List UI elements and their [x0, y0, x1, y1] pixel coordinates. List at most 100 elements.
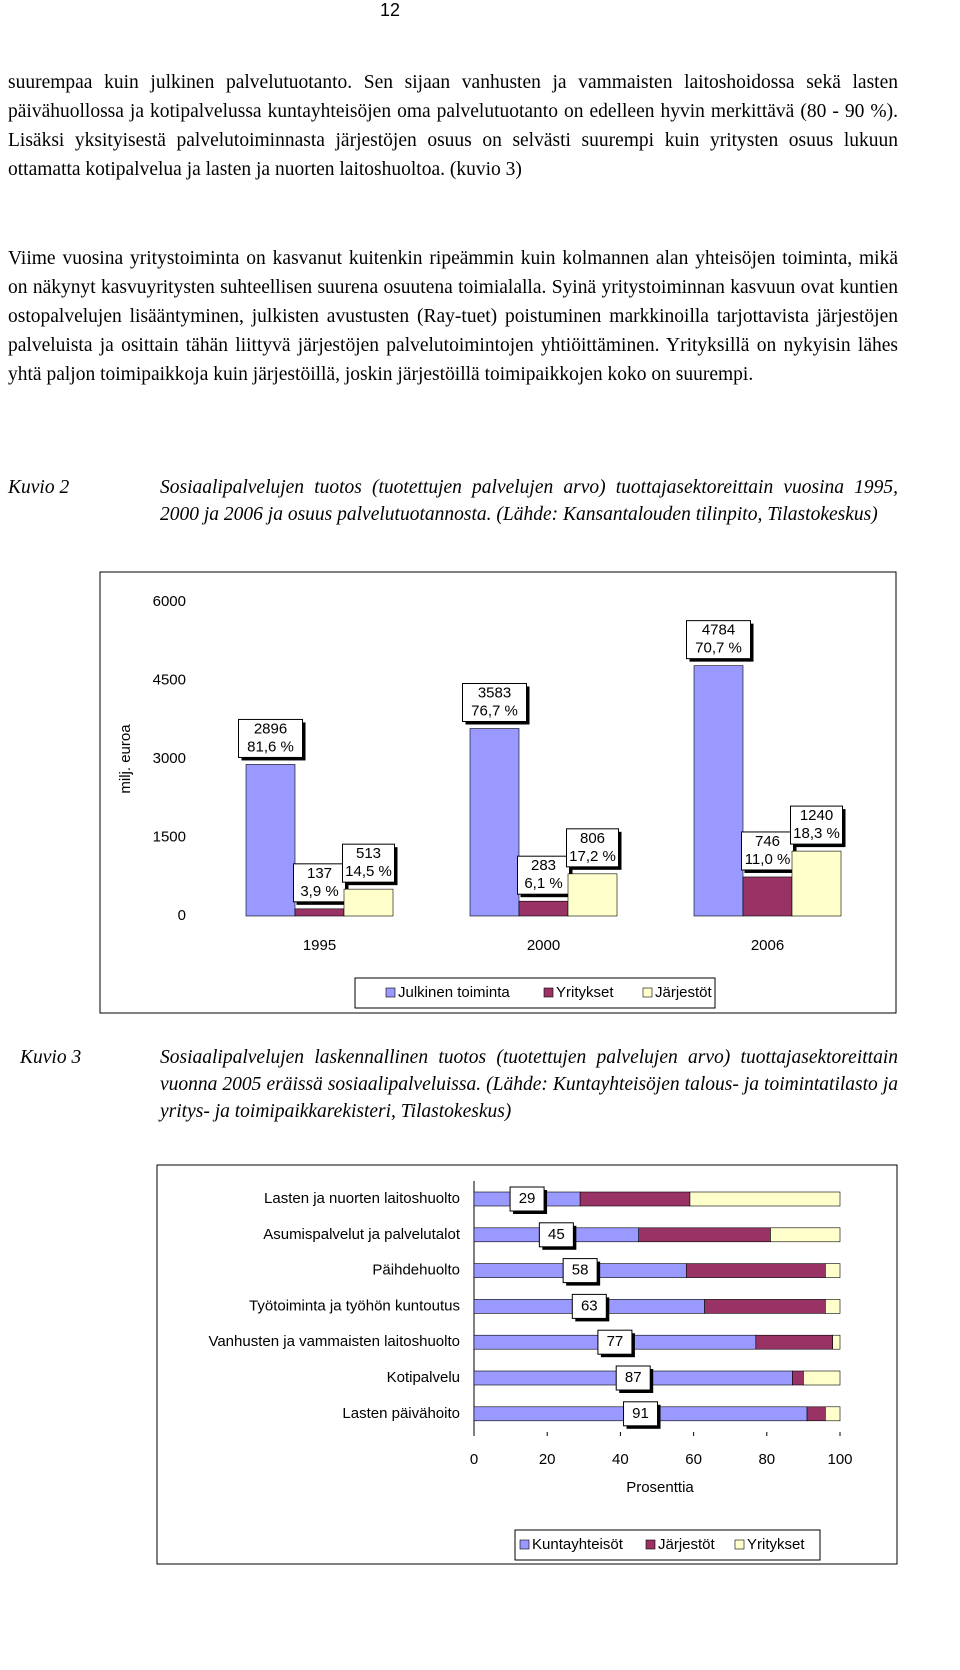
- share-label: 70,7 %: [695, 640, 742, 657]
- chart-frame: [156, 1164, 898, 1565]
- data-label: 2896: [254, 720, 287, 737]
- y-tick-label: 4500: [153, 671, 186, 688]
- x-tick-label: 60: [685, 1451, 702, 1468]
- label-box: [462, 682, 527, 722]
- share-label: 6,1 %: [524, 875, 562, 892]
- label-box: [571, 1293, 607, 1319]
- label-box: [538, 1222, 574, 1248]
- x-tick-label: 1995: [303, 937, 336, 954]
- bar: [693, 665, 744, 917]
- legend-swatch: [543, 987, 554, 998]
- y-tick-label: Kotipalvelu: [387, 1369, 460, 1386]
- label-box: [293, 863, 346, 903]
- figure-label: Kuvio 3: [20, 1047, 82, 1068]
- y-tick-label: 3000: [153, 750, 186, 767]
- data-label: 4784: [702, 622, 735, 639]
- y-axis-label: milj. euroa: [117, 724, 134, 794]
- bar: [245, 764, 296, 917]
- label-box: [790, 805, 843, 845]
- share-label: 3,9 %: [300, 883, 338, 900]
- label-box: [615, 1365, 651, 1391]
- label-box: [623, 1401, 659, 1427]
- x-tick-label: 20: [539, 1451, 556, 1468]
- chart-frame: [99, 571, 897, 1014]
- bar: [518, 900, 569, 917]
- figure-label: Kuvio 2: [8, 477, 70, 498]
- share-label: 11,0 %: [745, 851, 791, 868]
- legend-label: Järjestöt: [658, 1536, 716, 1553]
- bar-segment: [638, 1227, 771, 1243]
- legend-label: Yritykset: [556, 984, 614, 1001]
- bar-segment: [832, 1334, 841, 1350]
- y-tick-label: 1500: [153, 828, 186, 845]
- data-label: 63: [581, 1297, 598, 1314]
- legend-swatch: [642, 987, 653, 998]
- legend-label: Yritykset: [747, 1536, 805, 1553]
- share-label: 17,2 %: [569, 848, 616, 865]
- share-label: 14,5 %: [345, 863, 392, 880]
- bar: [567, 873, 618, 917]
- legend-swatch: [645, 1539, 656, 1550]
- data-label: 283: [531, 857, 556, 874]
- bar-segment: [770, 1227, 841, 1243]
- data-label: 806: [580, 830, 605, 847]
- bar-segment: [579, 1191, 691, 1207]
- bar-segment: [825, 1263, 841, 1278]
- figure-caption: Sosiaalipalvelujen tuotos (tuotettujen p…: [160, 477, 898, 525]
- legend-frame: [354, 977, 716, 1009]
- y-tick-label: 0: [178, 907, 186, 924]
- bar-segment: [704, 1299, 826, 1314]
- label-box: [342, 843, 395, 883]
- label-box: [509, 1186, 545, 1212]
- label-box: [597, 1329, 633, 1355]
- legend-label: Järjestöt: [655, 984, 713, 1001]
- data-label: 91: [632, 1405, 649, 1422]
- data-label: 746: [755, 833, 780, 850]
- bar-segment: [803, 1370, 841, 1386]
- data-label: 29: [519, 1190, 536, 1207]
- x-tick-label: 2006: [751, 937, 784, 954]
- legend-swatch: [734, 1539, 745, 1550]
- data-label: 513: [356, 845, 381, 862]
- x-axis-label: Prosenttia: [626, 1479, 694, 1496]
- bar-segment: [825, 1299, 841, 1314]
- data-label: 3583: [478, 684, 511, 701]
- x-tick-label: 2000: [527, 937, 560, 954]
- label-box: [517, 855, 570, 895]
- bar-segment: [806, 1406, 826, 1422]
- bar-segment: [689, 1191, 841, 1207]
- y-tick-label: Lasten päivähoito: [342, 1405, 460, 1422]
- x-tick-label: 0: [470, 1451, 478, 1468]
- bar: [469, 728, 520, 917]
- legend-frame: [514, 1529, 821, 1561]
- label-box: [566, 828, 619, 868]
- data-label: 58: [572, 1262, 589, 1279]
- legend-swatch: [385, 987, 396, 998]
- bar: [294, 908, 345, 917]
- page-number: 12: [380, 0, 401, 20]
- y-tick-label: Päihdehuolto: [372, 1262, 460, 1279]
- share-label: 81,6 %: [247, 738, 294, 755]
- bar: [791, 850, 842, 917]
- x-tick-label: 80: [758, 1451, 775, 1468]
- y-tick-label: Vanhusten ja vammaisten laitoshuolto: [208, 1333, 460, 1350]
- x-tick-label: 100: [827, 1451, 852, 1468]
- bar-segment: [755, 1334, 833, 1350]
- paragraph: Viime vuosina yritystoiminta on kasvanut…: [8, 248, 898, 385]
- bar-segment: [825, 1406, 841, 1422]
- y-tick-label: Työtoiminta ja työhön kuntoutus: [249, 1297, 460, 1314]
- bar-segment: [792, 1370, 804, 1386]
- paragraph: suurempaa kuin julkinen palvelutuotanto.…: [8, 72, 898, 180]
- bar-segment: [685, 1263, 826, 1278]
- legend-swatch: [519, 1539, 530, 1550]
- legend-label: Julkinen toiminta: [398, 984, 510, 1001]
- data-label: 45: [548, 1226, 565, 1243]
- x-tick-label: 40: [612, 1451, 629, 1468]
- data-label: 1240: [800, 807, 833, 824]
- data-label: 77: [607, 1333, 624, 1350]
- label-box: [686, 620, 751, 660]
- y-tick-label: Asumispalvelut ja palvelutalot: [263, 1226, 461, 1243]
- figure-caption: Sosiaalipalvelujen laskennallinen tuotos…: [160, 1047, 898, 1122]
- data-label: 137: [307, 865, 332, 882]
